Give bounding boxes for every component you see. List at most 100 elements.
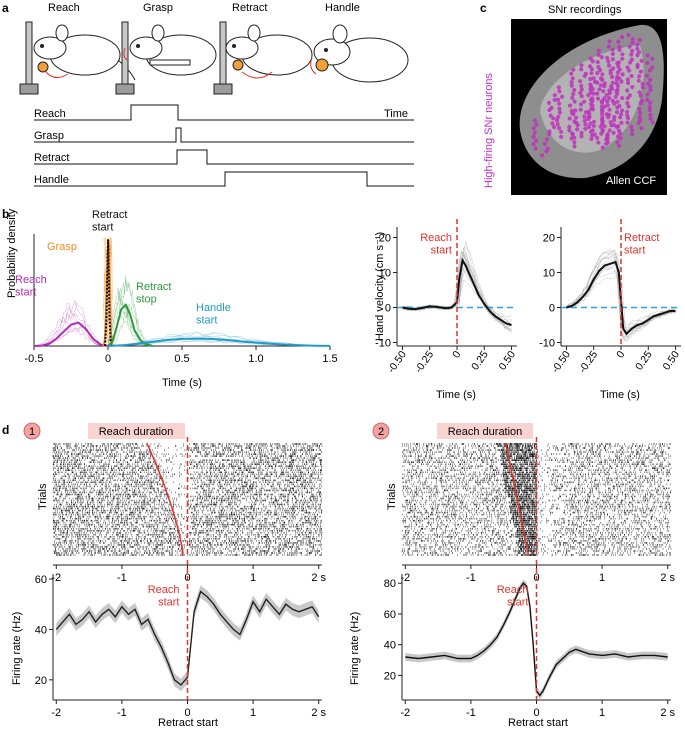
raster-time-tick-label: -2 — [400, 572, 410, 584]
raster-time-tick-label: -1 — [117, 572, 127, 584]
density-annotation: Grasp — [47, 241, 77, 253]
neuron-dot — [602, 124, 607, 129]
neuron-dot — [575, 127, 580, 132]
panel-a: Reach Grasp Retract Handle — [19, 2, 414, 187]
panel-d-neuron1: 1 Reach duration Trials Firing rate (Hz)… — [11, 422, 327, 729]
neuron-dot — [647, 104, 652, 110]
rate-y-tick-label: 20 — [384, 670, 396, 682]
neuron-dot — [557, 106, 562, 111]
velocity-event-label: Reach start — [420, 232, 452, 257]
panel-c: SNr recordings High-firing SNr neurons A… — [483, 4, 667, 195]
neuron-dot — [635, 53, 640, 58]
rate-y-tick-label: 40 — [35, 624, 47, 636]
velocity-x-tick-label: 0 — [614, 349, 627, 361]
rate-mean-trace — [405, 582, 668, 697]
neuron-dot — [572, 87, 577, 93]
density-series-retract-start — [104, 239, 112, 347]
raster-reach-start-curve — [504, 442, 530, 557]
neuron-dot — [555, 122, 560, 127]
neuron-dot — [602, 104, 607, 109]
velocity-retract-plot: -10 0 10 20 -0.50 -0.25 0 0.25 0.50 Retract start — [539, 219, 682, 375]
neuron-dot — [604, 137, 609, 142]
neuron-dot — [547, 108, 552, 113]
neuron-dot — [640, 85, 645, 90]
neuron-dot — [605, 99, 610, 104]
neuron-dot — [616, 39, 621, 44]
neuron-dot — [589, 101, 594, 107]
neuron-dot — [572, 99, 577, 104]
neuron-dot — [605, 55, 610, 61]
neuron-dot — [615, 70, 621, 75]
density-individual-trace — [107, 297, 153, 347]
neuron-dot — [531, 142, 536, 147]
neuron-dot — [571, 67, 576, 72]
panel-b-velocity-reach: Hand velocity (cm s⁻¹) -10 0 10 20 -0.50 -0.2… — [374, 219, 518, 401]
neuron-dot — [586, 93, 591, 98]
neuron-dot — [559, 94, 565, 99]
neuron-dot — [582, 73, 587, 79]
neuron-dot — [626, 33, 631, 38]
neuron-dot — [578, 107, 583, 112]
neuron-dot — [595, 60, 600, 65]
density-individual-trace — [107, 310, 153, 347]
neuron-dot — [579, 94, 584, 99]
density-annotation: Retract stop — [136, 281, 171, 306]
neuron-dot — [604, 112, 609, 117]
velocity-y-tick-label: 20 — [543, 233, 555, 245]
neuron-dot — [534, 138, 539, 143]
panel-letter-b: b — [2, 207, 9, 221]
velocity-y-tick-label: -10 — [539, 338, 555, 350]
panel-letter-c: c — [480, 1, 487, 15]
neuron-dot — [591, 76, 596, 81]
neuron-dot — [547, 132, 552, 137]
neuron-dot — [610, 47, 615, 52]
neuron-dot — [567, 128, 572, 133]
neuron-dot — [610, 57, 616, 62]
neuron-dot — [589, 67, 595, 72]
neuron-dot — [595, 135, 600, 140]
density-annotation: Reach start — [15, 274, 47, 299]
neuron-dot — [645, 97, 650, 102]
density-individual-trace — [107, 331, 330, 347]
neuron-dot — [532, 118, 538, 123]
neuron-dot — [578, 79, 583, 84]
panel-d-neuron2: 2 Reach duration Trials Firing rate (Hz)… — [349, 422, 676, 729]
phase-title-grasp: Grasp — [143, 2, 173, 14]
rate-x-tick-label: -1 — [466, 707, 476, 719]
neuron-dot — [595, 80, 600, 85]
neuron-dot — [614, 124, 619, 130]
rate-y-tick-label: 80 — [384, 578, 396, 590]
raster-plot-2 — [401, 437, 672, 557]
velocity-x-tick-label: 0.25 — [633, 349, 655, 373]
neuron-dot — [648, 100, 653, 105]
neuron-dot — [605, 133, 610, 138]
density-x-tick-label: 1.5 — [322, 353, 337, 365]
neuron-dot — [606, 44, 611, 49]
density-individual-trace — [33, 302, 109, 347]
neuron-dot — [630, 84, 635, 90]
neuron-dot — [571, 91, 576, 97]
velocity-x-tick-label: -0.50 — [549, 349, 573, 376]
neuron-dot — [583, 122, 588, 127]
velocity-reach-plot: -10 0 10 20 -0.50 -0.25 0 0.25 0.50 Reach start — [375, 219, 518, 375]
neuron-dot — [610, 80, 616, 85]
raster-spikes — [52, 443, 323, 556]
neuron-dot — [552, 93, 558, 98]
panel-letter-a: a — [2, 1, 9, 15]
density-annotation: Handle start — [196, 302, 231, 327]
behavior-timeline: Reach Grasp Retract Handle Time — [34, 104, 414, 187]
rate-x-tick-label: 1 — [599, 707, 605, 719]
neuron-dot — [573, 108, 578, 113]
neuron-dot — [567, 124, 572, 129]
neuron-dot — [579, 63, 584, 68]
neuron-dot — [630, 37, 635, 42]
neuron-dot — [650, 56, 655, 62]
neuron-dot — [645, 73, 650, 78]
density-x-tick-label: 0.5 — [174, 353, 189, 365]
velocity-retract-xlabel: Time (s) — [600, 389, 640, 401]
neuron-badge-2 — [372, 422, 390, 440]
timeline-trace-reach — [34, 104, 414, 121]
neuron-dot — [557, 110, 563, 115]
neuron-dot — [620, 34, 625, 40]
